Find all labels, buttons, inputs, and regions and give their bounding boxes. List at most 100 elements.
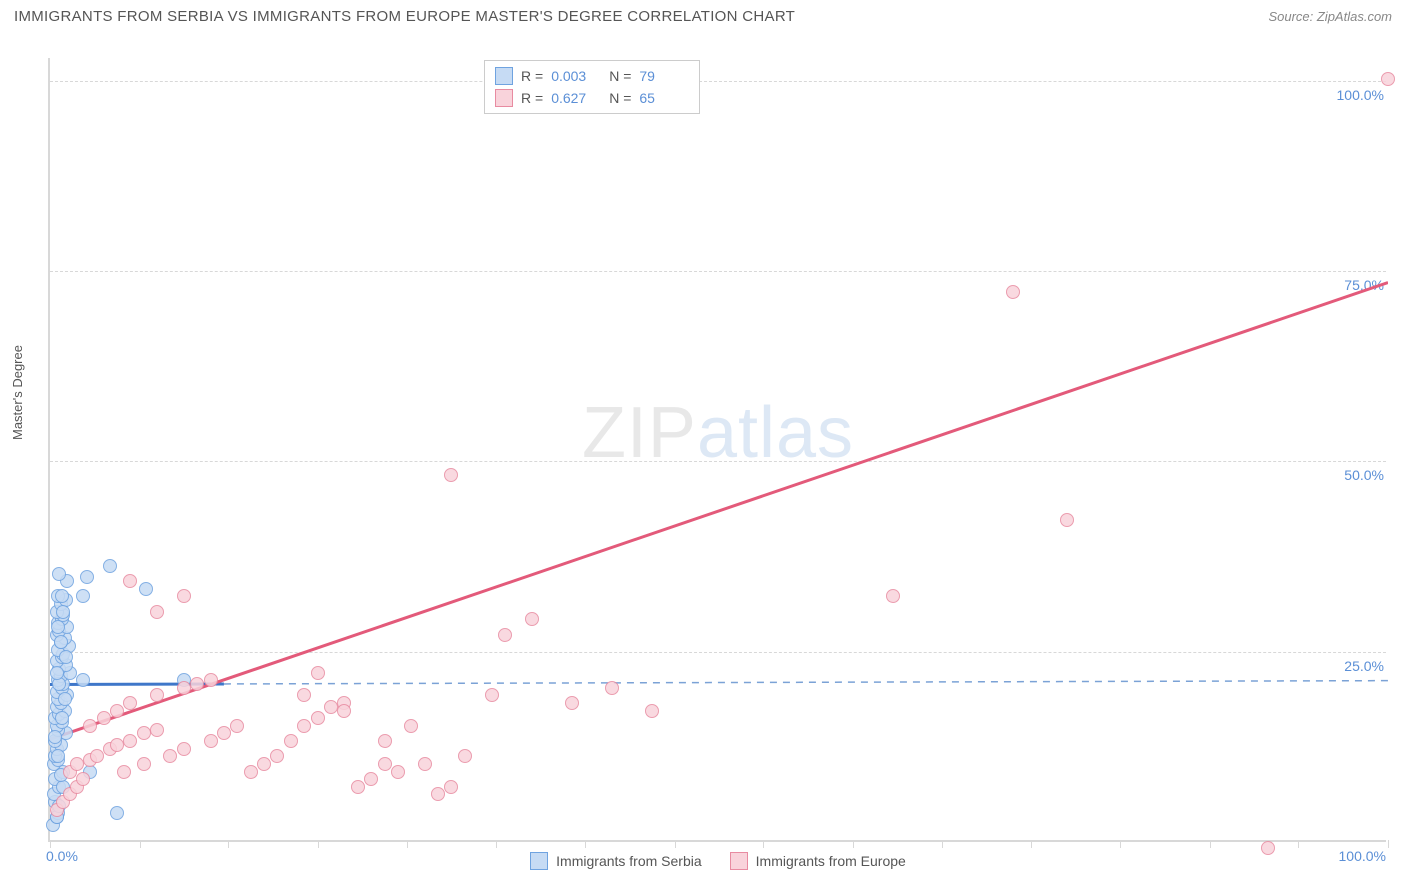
data-point bbox=[444, 780, 458, 794]
x-tick bbox=[853, 840, 854, 848]
data-point bbox=[297, 688, 311, 702]
data-point bbox=[378, 757, 392, 771]
data-point bbox=[55, 711, 69, 725]
data-point bbox=[177, 589, 191, 603]
data-point bbox=[54, 635, 68, 649]
data-point bbox=[50, 666, 64, 680]
data-point bbox=[90, 749, 104, 763]
data-point bbox=[150, 605, 164, 619]
data-point bbox=[190, 677, 204, 691]
data-point bbox=[110, 738, 124, 752]
series-legend: Immigrants from Serbia Immigrants from Eu… bbox=[50, 852, 1386, 870]
legend-n-value: 65 bbox=[639, 90, 689, 106]
x-tick bbox=[585, 840, 586, 848]
y-tick-label: 25.0% bbox=[1344, 658, 1384, 674]
data-point bbox=[1381, 72, 1395, 86]
data-point bbox=[139, 582, 153, 596]
legend-row: R = 0.003 N = 79 bbox=[495, 65, 689, 87]
x-tick-label-max: 100.0% bbox=[1339, 848, 1386, 864]
data-point bbox=[117, 765, 131, 779]
y-axis-label: Master's Degree bbox=[10, 345, 25, 440]
data-point bbox=[391, 765, 405, 779]
data-point bbox=[51, 620, 65, 634]
x-tick bbox=[140, 840, 141, 848]
x-tick bbox=[228, 840, 229, 848]
y-tick-label: 50.0% bbox=[1344, 467, 1384, 483]
legend-swatch bbox=[495, 67, 513, 85]
x-tick bbox=[50, 840, 51, 848]
data-point bbox=[270, 749, 284, 763]
data-point bbox=[204, 673, 218, 687]
data-point bbox=[1060, 513, 1074, 527]
data-point bbox=[257, 757, 271, 771]
data-point bbox=[1006, 285, 1020, 299]
legend-r-value: 0.627 bbox=[551, 90, 601, 106]
data-point bbox=[444, 468, 458, 482]
data-point bbox=[70, 757, 84, 771]
gridline bbox=[50, 461, 1386, 462]
x-tick bbox=[675, 840, 676, 848]
data-point bbox=[97, 711, 111, 725]
data-point bbox=[645, 704, 659, 718]
data-point bbox=[324, 700, 338, 714]
data-point bbox=[498, 628, 512, 642]
legend-row: R =0.627N =65 bbox=[495, 87, 689, 109]
data-point bbox=[51, 749, 65, 763]
correlation-legend: R =0.003N =79R =0.627N =65 bbox=[484, 60, 700, 114]
data-point bbox=[83, 719, 97, 733]
data-point bbox=[886, 589, 900, 603]
y-tick-label: 75.0% bbox=[1344, 277, 1384, 293]
data-point bbox=[52, 567, 66, 581]
x-tick bbox=[318, 840, 319, 848]
legend-r-value: 0.003 bbox=[551, 68, 601, 84]
data-point bbox=[230, 719, 244, 733]
legend-n-value: 79 bbox=[639, 68, 689, 84]
gridline bbox=[50, 271, 1386, 272]
data-point bbox=[378, 734, 392, 748]
data-point bbox=[351, 780, 365, 794]
data-point bbox=[244, 765, 258, 779]
data-point bbox=[177, 742, 191, 756]
legend-label: Immigrants from Serbia bbox=[556, 853, 701, 869]
data-point bbox=[605, 681, 619, 695]
legend-item: Immigrants from Europe bbox=[730, 852, 906, 870]
data-point bbox=[123, 574, 137, 588]
data-point bbox=[485, 688, 499, 702]
x-tick bbox=[1388, 840, 1389, 848]
chart-source: Source: ZipAtlas.com bbox=[1268, 9, 1392, 24]
legend-item: Immigrants from Serbia bbox=[530, 852, 701, 870]
data-point bbox=[565, 696, 579, 710]
data-point bbox=[58, 692, 72, 706]
y-tick-label: 100.0% bbox=[1337, 87, 1384, 103]
data-point bbox=[76, 673, 90, 687]
data-point bbox=[80, 570, 94, 584]
data-point bbox=[137, 757, 151, 771]
data-point bbox=[177, 681, 191, 695]
legend-swatch bbox=[495, 89, 513, 107]
data-point bbox=[217, 726, 231, 740]
data-point bbox=[110, 704, 124, 718]
data-point bbox=[55, 589, 69, 603]
legend-r-label: R = bbox=[521, 90, 543, 106]
chart-title: IMMIGRANTS FROM SERBIA VS IMMIGRANTS FRO… bbox=[14, 8, 795, 25]
data-point bbox=[458, 749, 472, 763]
data-point bbox=[337, 704, 351, 718]
data-point bbox=[1261, 841, 1275, 855]
data-point bbox=[418, 757, 432, 771]
data-point bbox=[123, 734, 137, 748]
data-point bbox=[431, 787, 445, 801]
data-point bbox=[76, 589, 90, 603]
x-tick bbox=[763, 840, 764, 848]
data-point bbox=[163, 749, 177, 763]
gridline bbox=[50, 652, 1386, 653]
legend-n-label: N = bbox=[609, 68, 631, 84]
legend-label: Immigrants from Europe bbox=[756, 853, 906, 869]
scatter-chart: ZIPatlas R =0.003N =79R =0.627N =65 Immi… bbox=[48, 58, 1386, 842]
data-point bbox=[103, 559, 117, 573]
x-tick bbox=[1210, 840, 1211, 848]
data-point bbox=[150, 688, 164, 702]
data-point bbox=[123, 696, 137, 710]
legend-r-label: R = bbox=[521, 68, 543, 84]
x-tick-label-min: 0.0% bbox=[46, 848, 78, 864]
legend-swatch bbox=[530, 852, 548, 870]
